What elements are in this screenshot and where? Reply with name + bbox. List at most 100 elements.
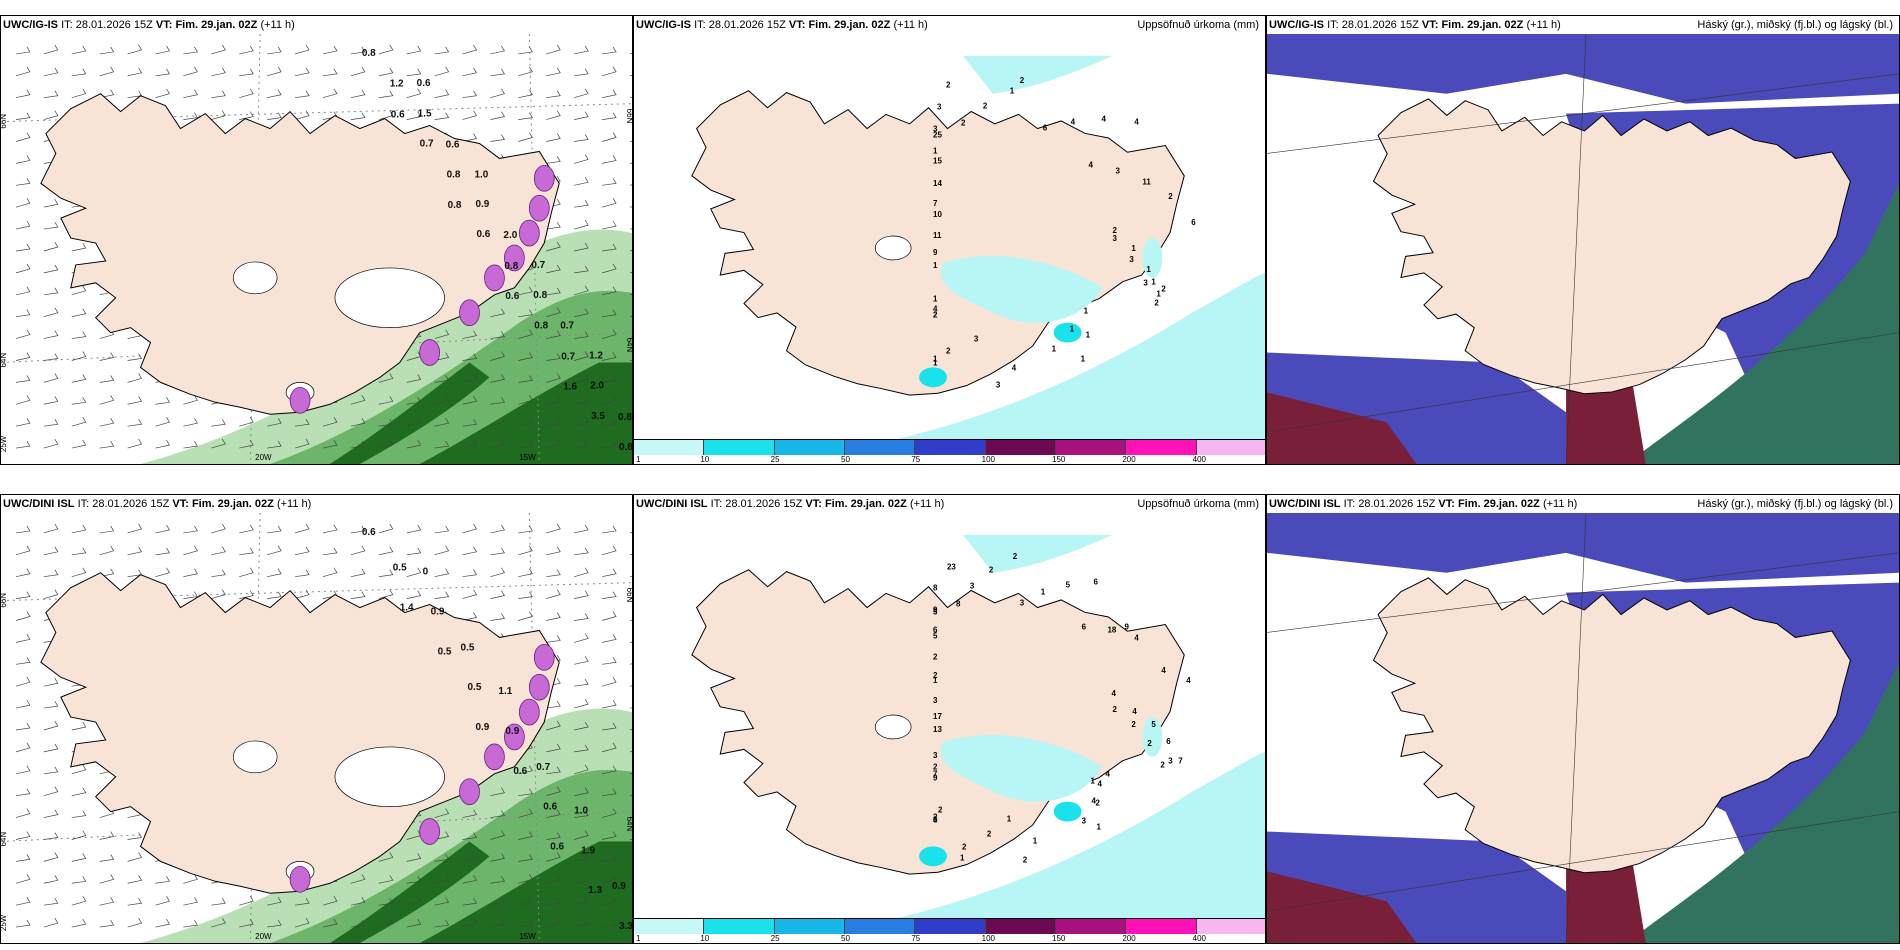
wind-barb <box>15 66 31 77</box>
wind-barb <box>518 89 533 99</box>
wind-barb <box>546 419 561 427</box>
precip-value-label: 1 <box>1097 822 1102 831</box>
wind-barb <box>239 567 254 578</box>
wind-barb <box>490 351 505 361</box>
wind-barb <box>295 90 310 99</box>
wind-barb <box>518 375 533 383</box>
wind-barb <box>574 68 589 77</box>
wind-barb <box>155 88 170 99</box>
lat-label: 66N <box>1 593 8 608</box>
wind-barb <box>546 156 561 164</box>
wind-barb <box>267 112 282 120</box>
precip-value-label: 2 <box>1131 720 1136 729</box>
precip-value-label: 4 <box>933 815 938 824</box>
precip-value-label: 2 <box>1013 552 1018 561</box>
wind-barb <box>15 46 31 55</box>
wind-barb <box>43 809 59 818</box>
wind-map-svg: 66N 64N 25W 20W 15W 66N 64N 0.8 1.2 0.6 0.6 1.5 0.6 0… <box>1 34 632 464</box>
wind-barb <box>71 547 87 556</box>
wind-barb <box>602 375 617 383</box>
precip-area-north <box>962 55 1113 94</box>
convective-cell <box>533 643 555 671</box>
wind-barb <box>267 897 282 906</box>
wind-barb <box>546 875 561 884</box>
graticule-line <box>1267 332 1899 433</box>
wind-barb <box>490 88 505 99</box>
wind-barb <box>43 221 59 230</box>
wind-barb <box>99 874 115 884</box>
value-label: 0.9 <box>431 607 445 618</box>
precip-value-label: 1 <box>933 358 938 367</box>
glacier <box>232 740 278 774</box>
wind-barb <box>518 46 533 55</box>
wind-barb <box>155 524 171 534</box>
wind-barb <box>546 700 561 709</box>
convective-cell <box>518 219 540 247</box>
wind-barb <box>462 898 478 906</box>
wind-barb <box>43 330 59 339</box>
wind-barb <box>155 439 171 449</box>
wind-barb <box>434 919 450 928</box>
wind-barb <box>211 898 226 906</box>
precip-value-label: 18 <box>1107 625 1116 634</box>
wind-barb <box>574 721 589 731</box>
wind-barb <box>518 788 533 797</box>
wind-barb <box>602 657 617 665</box>
wind-barb <box>183 66 198 77</box>
precip-value-label: 1 <box>1041 588 1046 597</box>
wind-barb <box>183 112 198 120</box>
precip-value-label: 2 <box>1023 855 1028 864</box>
precip-value-label: 2 <box>1147 739 1152 748</box>
wind-barb <box>211 419 226 427</box>
precip-value-label: 8 <box>956 600 961 609</box>
wind-barb <box>43 241 59 252</box>
lon-label: 20W <box>255 932 272 941</box>
wind-barb <box>490 45 505 55</box>
wind-barb <box>155 397 171 405</box>
precip-value-label: 3 <box>933 696 938 705</box>
precip-value-label: 3 <box>1168 757 1173 766</box>
value-label: 0.8 <box>448 200 462 211</box>
value-label: 0.7 <box>531 260 545 271</box>
precip-value-label: 4 <box>1012 363 1017 372</box>
colorbar-swatch <box>1056 919 1127 934</box>
graticule-line <box>1565 513 1587 943</box>
wind-barb <box>71 787 87 797</box>
wind-barb <box>462 875 478 884</box>
precip-value-label: 2 <box>961 119 966 128</box>
precip-value-label: 9 <box>933 248 938 257</box>
wind-barb <box>155 567 170 578</box>
precip-value-label: 1 <box>933 261 938 270</box>
wind-barb <box>211 90 226 99</box>
wind-barb <box>15 112 31 120</box>
wind-barb <box>574 417 589 427</box>
precip-value-label: 6 <box>1043 124 1048 133</box>
wind-barb <box>490 853 505 862</box>
wind-barb <box>350 568 366 578</box>
wind-barb <box>294 438 310 449</box>
colorbar-label: 200 <box>1122 455 1136 464</box>
precip-value-label: 4 <box>1092 797 1097 806</box>
wind-barb <box>629 97 632 99</box>
convective-cell <box>484 264 505 292</box>
wind-barb <box>490 331 505 339</box>
wind-barb <box>239 524 254 534</box>
precip-value-label: 2 <box>1112 705 1117 714</box>
glacier <box>874 235 912 261</box>
wind-barb <box>99 352 115 361</box>
wind-barb <box>602 634 617 643</box>
wind-barb <box>602 897 617 906</box>
value-label: 1.9 <box>581 845 595 856</box>
colorbar-swatch <box>1126 440 1197 455</box>
wind-barb <box>71 397 87 405</box>
wind-barb <box>350 418 366 427</box>
wind-barb <box>629 206 632 208</box>
precip-value-label: 25 <box>933 130 942 139</box>
graticule-line <box>1267 73 1899 154</box>
wind-barb <box>15 634 31 643</box>
convective-cell <box>459 778 480 806</box>
convective-cell <box>528 673 550 701</box>
wind-barb <box>518 132 533 142</box>
precip-value-label: 4 <box>1132 707 1137 716</box>
wind-barb <box>602 525 617 534</box>
